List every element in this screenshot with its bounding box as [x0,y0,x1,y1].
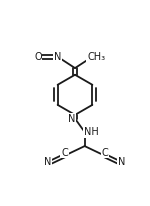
Text: CH₃: CH₃ [87,52,105,62]
Text: N: N [54,52,62,62]
Text: O: O [34,52,42,62]
Text: N: N [118,157,125,167]
Text: NH: NH [84,127,98,137]
Text: N: N [44,157,52,167]
Text: N: N [68,114,75,124]
Text: C: C [101,148,108,158]
Text: C: C [61,148,68,158]
